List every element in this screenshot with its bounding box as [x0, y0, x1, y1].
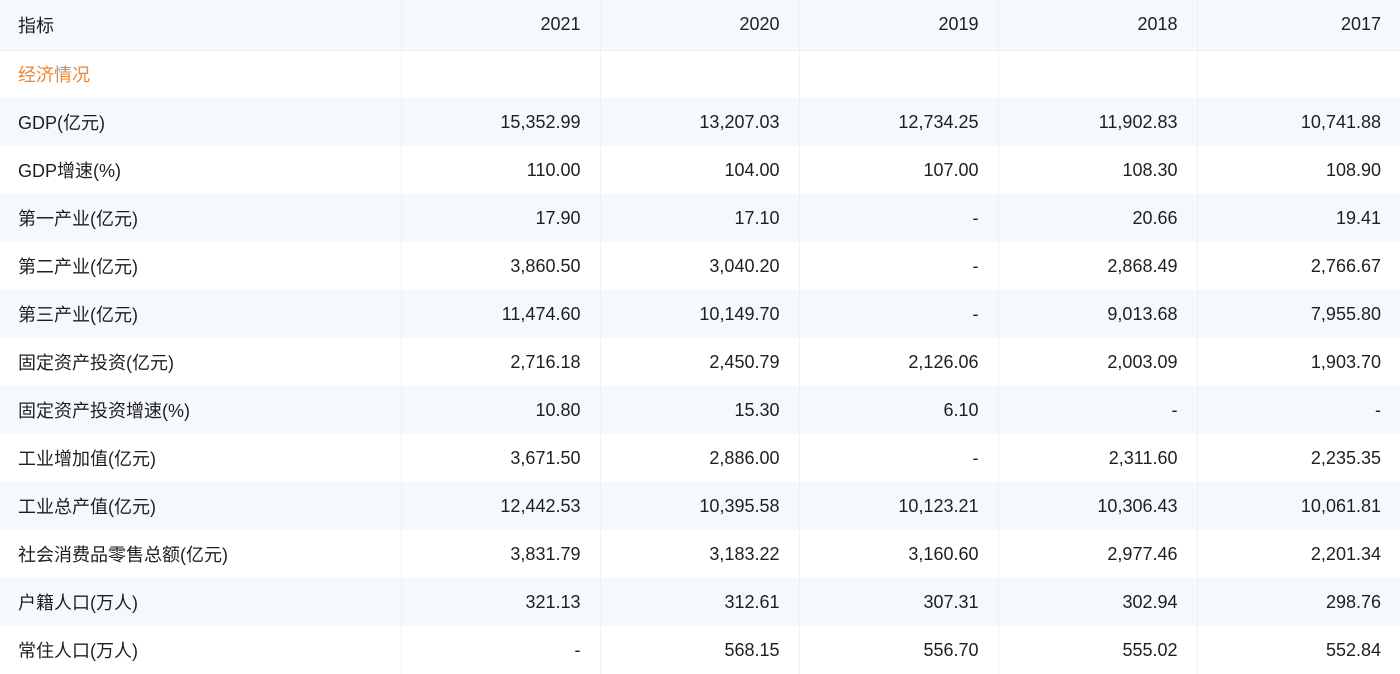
table-row: 工业总产值(亿元) 12,442.53 10,395.58 10,123.21 … [0, 482, 1400, 530]
cell-value: 2,868.49 [998, 242, 1198, 290]
header-year-2018: 2018 [998, 0, 1198, 51]
table-row: 第一产业(亿元) 17.90 17.10 - 20.66 19.41 [0, 194, 1400, 242]
table-row: 社会消费品零售总额(亿元) 3,831.79 3,183.22 3,160.60… [0, 530, 1400, 578]
section-empty-cell [998, 50, 1198, 98]
table-row: 户籍人口(万人) 321.13 312.61 307.31 302.94 298… [0, 578, 1400, 626]
row-label: 常住人口(万人) [0, 626, 402, 674]
cell-value: 17.90 [401, 194, 601, 242]
table-row: 工业增加值(亿元) 3,671.50 2,886.00 - 2,311.60 2… [0, 434, 1400, 482]
table-row: 固定资产投资增速(%) 10.80 15.30 6.10 - - [0, 386, 1400, 434]
header-year-2020: 2020 [600, 0, 800, 51]
cell-value: 2,886.00 [600, 434, 800, 482]
cell-value: 17.10 [600, 194, 800, 242]
cell-value: 10,395.58 [600, 482, 800, 530]
cell-value: 1,903.70 [1310, 351, 1381, 372]
cell-value: 20.66 [998, 194, 1198, 242]
row-label: 工业增加值(亿元) [0, 434, 402, 482]
table-row: GDP增速(%) 110.00 104.00 107.00 108.30 108… [0, 146, 1400, 194]
cell-value: 104.00 [600, 146, 800, 194]
cell-value: 2,003.09 [998, 338, 1198, 386]
cell-value: - [401, 626, 601, 674]
section-empty-cell [600, 50, 800, 98]
cell-value: 556.70 [799, 626, 999, 674]
cell-value: 108.30 [998, 146, 1198, 194]
cell-value: 11,902.83 [998, 98, 1198, 146]
cell-value: 2,201.34 [1310, 543, 1381, 564]
cell-value: 555.02 [998, 626, 1198, 674]
row-label: 固定资产投资增速(%) [0, 386, 402, 434]
cell-value: 11,474.60 [401, 290, 601, 338]
cell-value: 2,766.67 [1310, 255, 1381, 276]
cell-value: 7,955.80 [1310, 303, 1381, 324]
cell-value: 2,235.35 [1310, 447, 1381, 468]
section-empty-cell [799, 50, 999, 98]
section-empty-cell [1197, 50, 1400, 98]
row-label: 第三产业(亿元) [0, 290, 402, 338]
cell-value: 307.31 [799, 578, 999, 626]
cell-value: - [1375, 399, 1381, 420]
cell-value: 10,123.21 [799, 482, 999, 530]
row-label: 工业总产值(亿元) [0, 482, 402, 530]
row-label: 户籍人口(万人) [0, 578, 402, 626]
row-label: 第一产业(亿元) [0, 194, 402, 242]
cell-value: 10,149.70 [600, 290, 800, 338]
header-year-2017: 2017 [1197, 0, 1400, 51]
cell-value: 568.15 [600, 626, 800, 674]
cell-value: - [799, 194, 999, 242]
cell-value: 15,352.99 [401, 98, 601, 146]
cell-value: 552.84 [1325, 639, 1381, 660]
row-label: 第二产业(亿元) [0, 242, 402, 290]
cell-value: 2,311.60 [998, 434, 1198, 482]
cell-value: 3,040.20 [600, 242, 800, 290]
cell-value: 321.13 [401, 578, 601, 626]
cell-value: 12,442.53 [401, 482, 601, 530]
section-row: 经济情况 [0, 50, 1400, 98]
cell-value: 2,716.18 [401, 338, 601, 386]
cell-value: 15.30 [600, 386, 800, 434]
cell-value: 302.94 [998, 578, 1198, 626]
cell-value: - [799, 242, 999, 290]
cell-value: 298.76 [1325, 591, 1381, 612]
cell-value: 9,013.68 [998, 290, 1198, 338]
row-label: GDP增速(%) [0, 146, 402, 194]
cell-value: 10,741.88 [1300, 111, 1381, 132]
cell-value: 110.00 [401, 146, 601, 194]
table-row: 第二产业(亿元) 3,860.50 3,040.20 - 2,868.49 2,… [0, 242, 1400, 290]
cell-value: 10,061.81 [1300, 495, 1381, 516]
cell-value: 10.80 [401, 386, 601, 434]
header-year-2021: 2021 [401, 0, 601, 51]
cell-value: 3,160.60 [799, 530, 999, 578]
section-empty-cell [401, 50, 601, 98]
cell-value: - [998, 386, 1198, 434]
table-row: 第三产业(亿元) 11,474.60 10,149.70 - 9,013.68 … [0, 290, 1400, 338]
header-year-2019: 2019 [799, 0, 999, 51]
row-label: 固定资产投资(亿元) [0, 338, 402, 386]
table-row: 常住人口(万人) - 568.15 556.70 555.02 552.84 [0, 626, 1400, 674]
table-header-row: 指标 2021 2020 2019 2018 2017 [0, 0, 1400, 51]
header-indicator: 指标 [0, 0, 402, 51]
cell-value: 19.41 [1335, 207, 1381, 228]
cell-value: 10,306.43 [998, 482, 1198, 530]
cell-value: 3,860.50 [401, 242, 601, 290]
row-label: 社会消费品零售总额(亿元) [0, 530, 402, 578]
table-row: GDP(亿元) 15,352.99 13,207.03 12,734.25 11… [0, 98, 1400, 146]
cell-value: 107.00 [799, 146, 999, 194]
cell-value: 2,450.79 [600, 338, 800, 386]
row-label: GDP(亿元) [0, 98, 402, 146]
cell-value: 312.61 [600, 578, 800, 626]
cell-value: 13,207.03 [600, 98, 800, 146]
cell-value: 12,734.25 [799, 98, 999, 146]
cell-value: 3,831.79 [401, 530, 601, 578]
cell-value: 6.10 [799, 386, 999, 434]
cell-value: 3,183.22 [600, 530, 800, 578]
table-row: 固定资产投资(亿元) 2,716.18 2,450.79 2,126.06 2,… [0, 338, 1400, 386]
cell-value: 2,977.46 [998, 530, 1198, 578]
cell-value: 2,126.06 [799, 338, 999, 386]
cell-value: - [799, 434, 999, 482]
cell-value: 3,671.50 [401, 434, 601, 482]
cell-value: 108.90 [1325, 159, 1381, 180]
section-title: 经济情况 [0, 50, 402, 98]
cell-value: - [799, 290, 999, 338]
